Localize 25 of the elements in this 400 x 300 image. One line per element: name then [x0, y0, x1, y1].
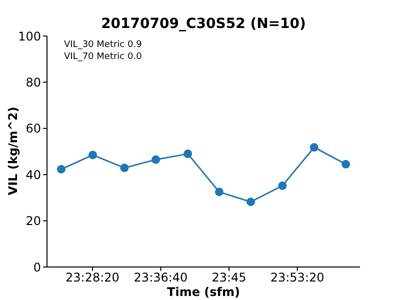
y-tick-label: 0	[33, 260, 41, 274]
y-tick-label: 20	[26, 214, 41, 228]
point	[214, 188, 224, 196]
point	[184, 150, 192, 158]
x-tick-label: 23:45	[212, 270, 246, 285]
annotation: VIL_30 Metric 0.9	[64, 39, 142, 51]
point	[278, 181, 287, 190]
y-tick-label: 40	[26, 168, 41, 182]
point	[88, 150, 97, 160]
chart-title: 20170709_C30S52 (N=10)	[100, 16, 307, 32]
point	[246, 198, 255, 206]
y-axis-title: VIL (kg/m^2)	[6, 106, 20, 196]
point	[56, 165, 66, 174]
point	[152, 155, 160, 164]
point	[310, 143, 318, 152]
y-tick-label: 60	[26, 122, 41, 136]
x-tick-label: 23:36:40	[134, 270, 188, 285]
point	[120, 164, 129, 172]
x-tick-label: 23:53:20	[270, 270, 324, 285]
annotation: VIL_70 Metric 0.0	[64, 51, 142, 63]
point	[342, 160, 350, 168]
y-tick-label: 100	[18, 29, 41, 44]
x-axis-title: Time (sfm)	[166, 285, 241, 299]
x-tick-label: 23:28:20	[66, 270, 120, 285]
y-tick-label: 80	[26, 75, 41, 90]
